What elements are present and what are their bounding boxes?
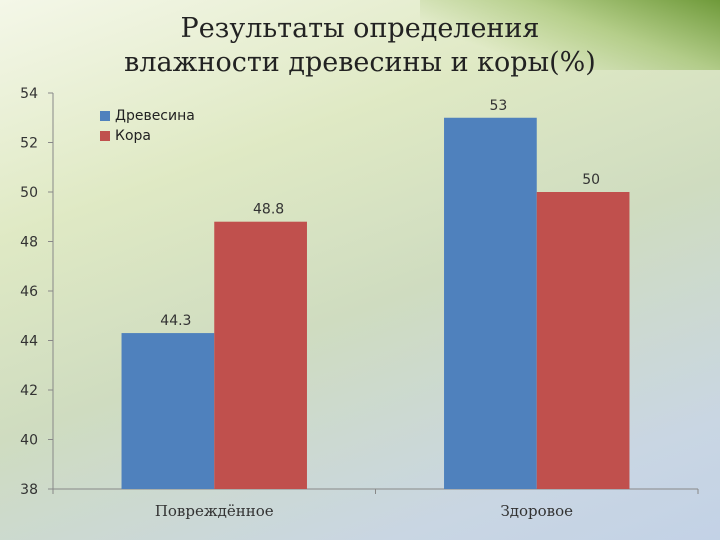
legend-item-bark: Кора	[100, 126, 195, 146]
y-tick-label: 46	[20, 284, 38, 300]
bar	[214, 221, 307, 489]
x-tick-label: Здоровое	[500, 502, 573, 520]
bar	[536, 192, 630, 489]
bar	[444, 117, 537, 489]
legend: Древесина Кора	[100, 106, 195, 146]
legend-item-wood: Древесина	[100, 106, 195, 126]
y-tick-label: 42	[20, 383, 38, 399]
y-tick-label: 48	[20, 235, 38, 251]
bar	[121, 333, 215, 489]
background-decoration	[420, 0, 720, 70]
data-label: 50	[582, 172, 600, 188]
data-label: 53	[489, 98, 507, 114]
y-tick-label: 44	[20, 334, 38, 350]
y-tick-label: 54	[20, 86, 38, 102]
chart-title: Результаты определения влажности древеси…	[124, 13, 596, 78]
legend-label-bark: Кора	[115, 128, 151, 144]
x-tick-label: Повреждённое	[155, 502, 274, 520]
data-label: 44.3	[160, 313, 191, 329]
y-tick-label: 40	[20, 433, 38, 449]
legend-swatch-bark	[100, 131, 110, 141]
y-tick-label: 38	[20, 482, 38, 498]
y-tick-label: 52	[20, 136, 38, 152]
legend-label-wood: Древесина	[115, 108, 195, 124]
data-label: 48.8	[253, 202, 284, 218]
legend-swatch-wood	[100, 111, 110, 121]
y-tick-label: 50	[20, 185, 38, 201]
